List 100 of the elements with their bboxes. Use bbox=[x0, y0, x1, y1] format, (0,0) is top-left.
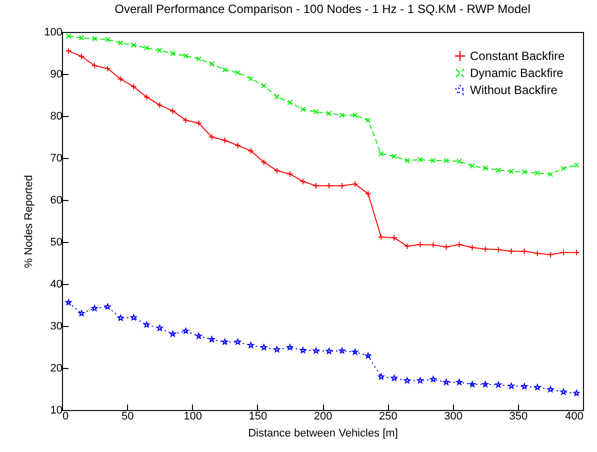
y-tick-label: 20 bbox=[50, 362, 62, 374]
point bbox=[234, 142, 242, 149]
point bbox=[144, 45, 150, 51]
point bbox=[417, 156, 423, 162]
point bbox=[390, 234, 398, 242]
y-tick-label: 100 bbox=[44, 26, 62, 38]
legend-label: Constant Backfire bbox=[470, 49, 566, 63]
point bbox=[482, 246, 489, 252]
point bbox=[170, 50, 176, 56]
y-tick-label: 90 bbox=[50, 68, 62, 80]
point bbox=[91, 62, 98, 69]
point bbox=[78, 35, 84, 41]
point bbox=[391, 154, 397, 160]
point bbox=[104, 65, 111, 72]
point bbox=[260, 158, 268, 166]
point bbox=[508, 248, 515, 254]
point bbox=[416, 241, 424, 248]
y-tick-label: 30 bbox=[50, 320, 62, 332]
point bbox=[130, 83, 137, 90]
point bbox=[573, 390, 580, 396]
point bbox=[548, 172, 554, 178]
y-tick-label: 10 bbox=[50, 404, 62, 416]
point bbox=[339, 112, 345, 118]
point bbox=[352, 180, 358, 188]
point bbox=[365, 118, 371, 123]
point bbox=[182, 116, 189, 124]
point bbox=[222, 67, 228, 72]
point bbox=[156, 48, 162, 54]
point bbox=[209, 61, 214, 67]
point bbox=[404, 158, 410, 164]
point bbox=[117, 76, 124, 82]
point bbox=[547, 251, 554, 258]
point bbox=[496, 167, 502, 173]
point bbox=[78, 310, 85, 316]
point bbox=[143, 94, 150, 100]
point bbox=[430, 242, 436, 248]
point bbox=[287, 100, 293, 106]
point bbox=[338, 182, 346, 189]
x-tick-label: 0 bbox=[62, 410, 69, 422]
chart-title: Overall Performance Comparison - 100 Nodes - 1 Hz - 1 SQ.KM - RWP Model bbox=[114, 2, 530, 16]
point bbox=[222, 137, 228, 144]
point bbox=[364, 190, 372, 197]
point bbox=[443, 244, 450, 250]
point bbox=[130, 42, 136, 48]
point bbox=[456, 158, 462, 164]
point bbox=[326, 348, 332, 354]
point bbox=[522, 169, 528, 175]
point bbox=[300, 347, 306, 354]
x-tick-label: 350 bbox=[509, 410, 528, 422]
point bbox=[326, 110, 332, 116]
point bbox=[378, 151, 384, 156]
x-tick-label: 400 bbox=[565, 410, 584, 422]
point bbox=[235, 70, 241, 76]
point bbox=[300, 106, 306, 112]
point bbox=[534, 384, 541, 390]
point bbox=[274, 346, 280, 352]
y-tick-label: 80 bbox=[50, 110, 62, 122]
point bbox=[482, 165, 488, 171]
x-tick-label: 250 bbox=[378, 410, 398, 422]
point bbox=[444, 158, 449, 164]
point bbox=[469, 244, 476, 251]
point bbox=[404, 242, 410, 250]
point bbox=[352, 112, 358, 118]
x-tick-label: 150 bbox=[248, 410, 268, 422]
x-tick-label: 100 bbox=[184, 410, 202, 422]
point bbox=[326, 182, 332, 189]
point bbox=[300, 178, 306, 185]
legend-label: Without Backfire bbox=[470, 83, 558, 97]
x-tick-label: 300 bbox=[444, 410, 462, 422]
point bbox=[534, 250, 541, 257]
point bbox=[286, 344, 294, 350]
point bbox=[261, 83, 267, 88]
point bbox=[430, 158, 436, 164]
point bbox=[196, 56, 202, 62]
point bbox=[91, 305, 98, 312]
point bbox=[118, 40, 124, 46]
y-axis-title: % Nodes Reported bbox=[23, 175, 36, 268]
point bbox=[456, 241, 462, 248]
point bbox=[183, 53, 188, 59]
x-tick-label: 200 bbox=[314, 410, 332, 422]
x-tick-label: 50 bbox=[122, 410, 134, 422]
point bbox=[274, 94, 280, 100]
point bbox=[196, 120, 202, 126]
point bbox=[169, 108, 176, 114]
point bbox=[521, 248, 528, 254]
point bbox=[313, 109, 319, 114]
legend-label: Dynamic Backfire bbox=[470, 66, 564, 80]
point bbox=[248, 76, 254, 82]
y-tick-label: 40 bbox=[50, 278, 62, 290]
point bbox=[560, 388, 567, 395]
point bbox=[378, 234, 384, 240]
point bbox=[574, 162, 580, 168]
point bbox=[274, 167, 280, 174]
point bbox=[66, 34, 72, 39]
point bbox=[560, 166, 566, 172]
point bbox=[65, 299, 72, 306]
point bbox=[286, 170, 294, 178]
point bbox=[104, 303, 111, 310]
y-tick-label: 70 bbox=[50, 152, 62, 164]
point bbox=[156, 102, 163, 108]
